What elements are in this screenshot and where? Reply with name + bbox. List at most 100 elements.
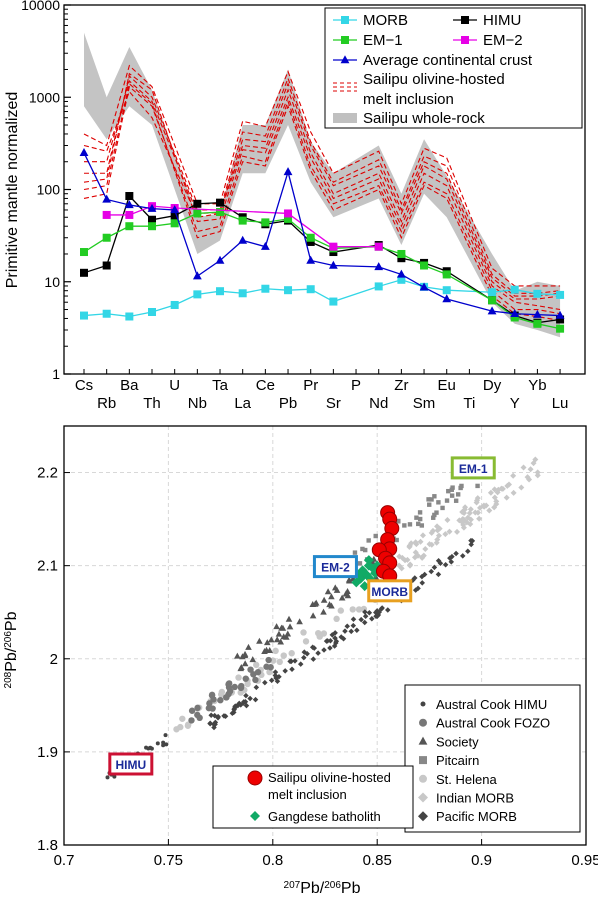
society-point [241, 650, 249, 657]
indian-morb-point [504, 482, 511, 489]
legend-marker [461, 16, 469, 24]
indian-morb-point [464, 514, 471, 521]
austral-cook-fozo-point [265, 656, 272, 664]
legend-marker [419, 718, 427, 727]
society-point [275, 630, 283, 637]
x-tick-label-P: P [351, 377, 361, 394]
series-point [374, 242, 383, 251]
x-tick-label-Dy: Dy [483, 377, 502, 394]
x-tick-label-Th: Th [143, 395, 161, 412]
pacific-morb-point [208, 712, 214, 718]
legend-item-em-2: EM−2 [453, 32, 523, 49]
austral-cook-himu-point [161, 740, 166, 745]
legend-label: Society [436, 734, 479, 749]
end-member-box [367, 579, 413, 603]
indian-morb-point [407, 561, 414, 568]
series-point [80, 268, 88, 277]
society-point [273, 636, 281, 643]
pitcairn-point [458, 485, 463, 491]
pitcairn-point [434, 510, 439, 515]
indian-morb-point [480, 502, 487, 509]
series-point [80, 311, 88, 320]
series-point [193, 290, 202, 299]
legend-label: Pitcairn [436, 753, 479, 768]
pacific-morb-point [292, 658, 298, 664]
indian-morb-point [460, 524, 467, 531]
legend-marker [340, 55, 350, 64]
legend-marker [461, 36, 469, 44]
melt-inclusion-line-5 [83, 85, 561, 315]
pitcairn-point [444, 498, 450, 503]
pacific-morb-point [252, 696, 259, 703]
indian-morb-point [461, 510, 468, 517]
pacific-morb-point [358, 616, 364, 623]
melt-inclusion-line-7 [83, 64, 561, 287]
st-helena-point [218, 691, 225, 698]
legend-label: Indian MORB [436, 791, 514, 806]
indian-morb-point [476, 515, 483, 522]
pitcairn-point [431, 515, 436, 520]
series-point [329, 297, 338, 306]
legend-item-society: Society [418, 734, 479, 749]
society-point [324, 588, 332, 595]
legend-item-sailipu-olivine-hosted: Sailipu olivine-hosted [333, 71, 505, 92]
legend-label: EM−2 [483, 32, 523, 49]
indian-morb-point [503, 494, 510, 501]
indian-morb-point [428, 541, 435, 548]
legend-item-sailipu: Sailipu olivine-hosted melt inclusion [247, 770, 391, 802]
pitcairn-point [429, 497, 434, 502]
austral-cook-fozo-point [225, 680, 233, 687]
pitcairn-point [449, 487, 454, 492]
series-point [374, 262, 384, 271]
indian-morb-point [442, 531, 449, 538]
indian-morb-point [510, 489, 517, 496]
society-point [280, 633, 287, 640]
indian-morb-point [419, 532, 426, 539]
indian-morb-point [434, 523, 441, 530]
series-point [124, 200, 134, 209]
austral-cook-fozo-point [188, 707, 196, 714]
legend-marker [418, 792, 428, 803]
indian-morb-point [491, 486, 498, 493]
series-point [556, 315, 565, 324]
legend-label: Average continental crust [363, 52, 533, 69]
indian-morb-point [520, 464, 527, 471]
pacific-morb-point [301, 654, 307, 661]
y-tick-label: 1.8 [37, 837, 58, 854]
melt-inclusion-line-3 [84, 74, 561, 294]
society-point [234, 652, 241, 659]
st-helena-point [272, 647, 279, 655]
society-point [345, 576, 353, 583]
legend-label: MORB [363, 12, 408, 29]
x-tick-label-Ti: Ti [463, 395, 475, 412]
society-point [237, 665, 245, 672]
austral-cook-fozo-point [217, 696, 224, 704]
society-point [256, 637, 263, 644]
society-point [344, 592, 352, 599]
austral-cook-fozo-point [205, 704, 213, 712]
pacific-morb-point [354, 627, 360, 634]
austral-cook-fozo-point [206, 700, 213, 707]
pitcairn-point [417, 516, 423, 522]
y-tick-label: 1 [52, 366, 60, 382]
indian-morb-point [462, 504, 469, 511]
pacific-morb-point [428, 568, 434, 575]
x-tick-label-Cs: Cs [75, 377, 93, 394]
left-legend-box [212, 765, 414, 829]
legend-item-indian-morb: Indian MORB [418, 791, 514, 806]
society-point [245, 643, 252, 650]
legend-marker [341, 16, 349, 24]
pitcairn-point [394, 537, 399, 543]
austral-cook-himu-point [105, 775, 110, 780]
end-member-himu: HIMU [108, 752, 154, 776]
indian-morb-point [499, 485, 506, 492]
indian-morb-point [472, 509, 479, 516]
y-tick-label: 2.1 [37, 558, 58, 575]
series-point [102, 210, 111, 219]
series-point [215, 255, 225, 264]
x-tick-label-Yb: Yb [528, 377, 546, 394]
pacific-morb-point [419, 573, 425, 580]
x-tick-label-Ba: Ba [120, 377, 139, 394]
legend-item-em-1: EM−1 [333, 32, 403, 49]
